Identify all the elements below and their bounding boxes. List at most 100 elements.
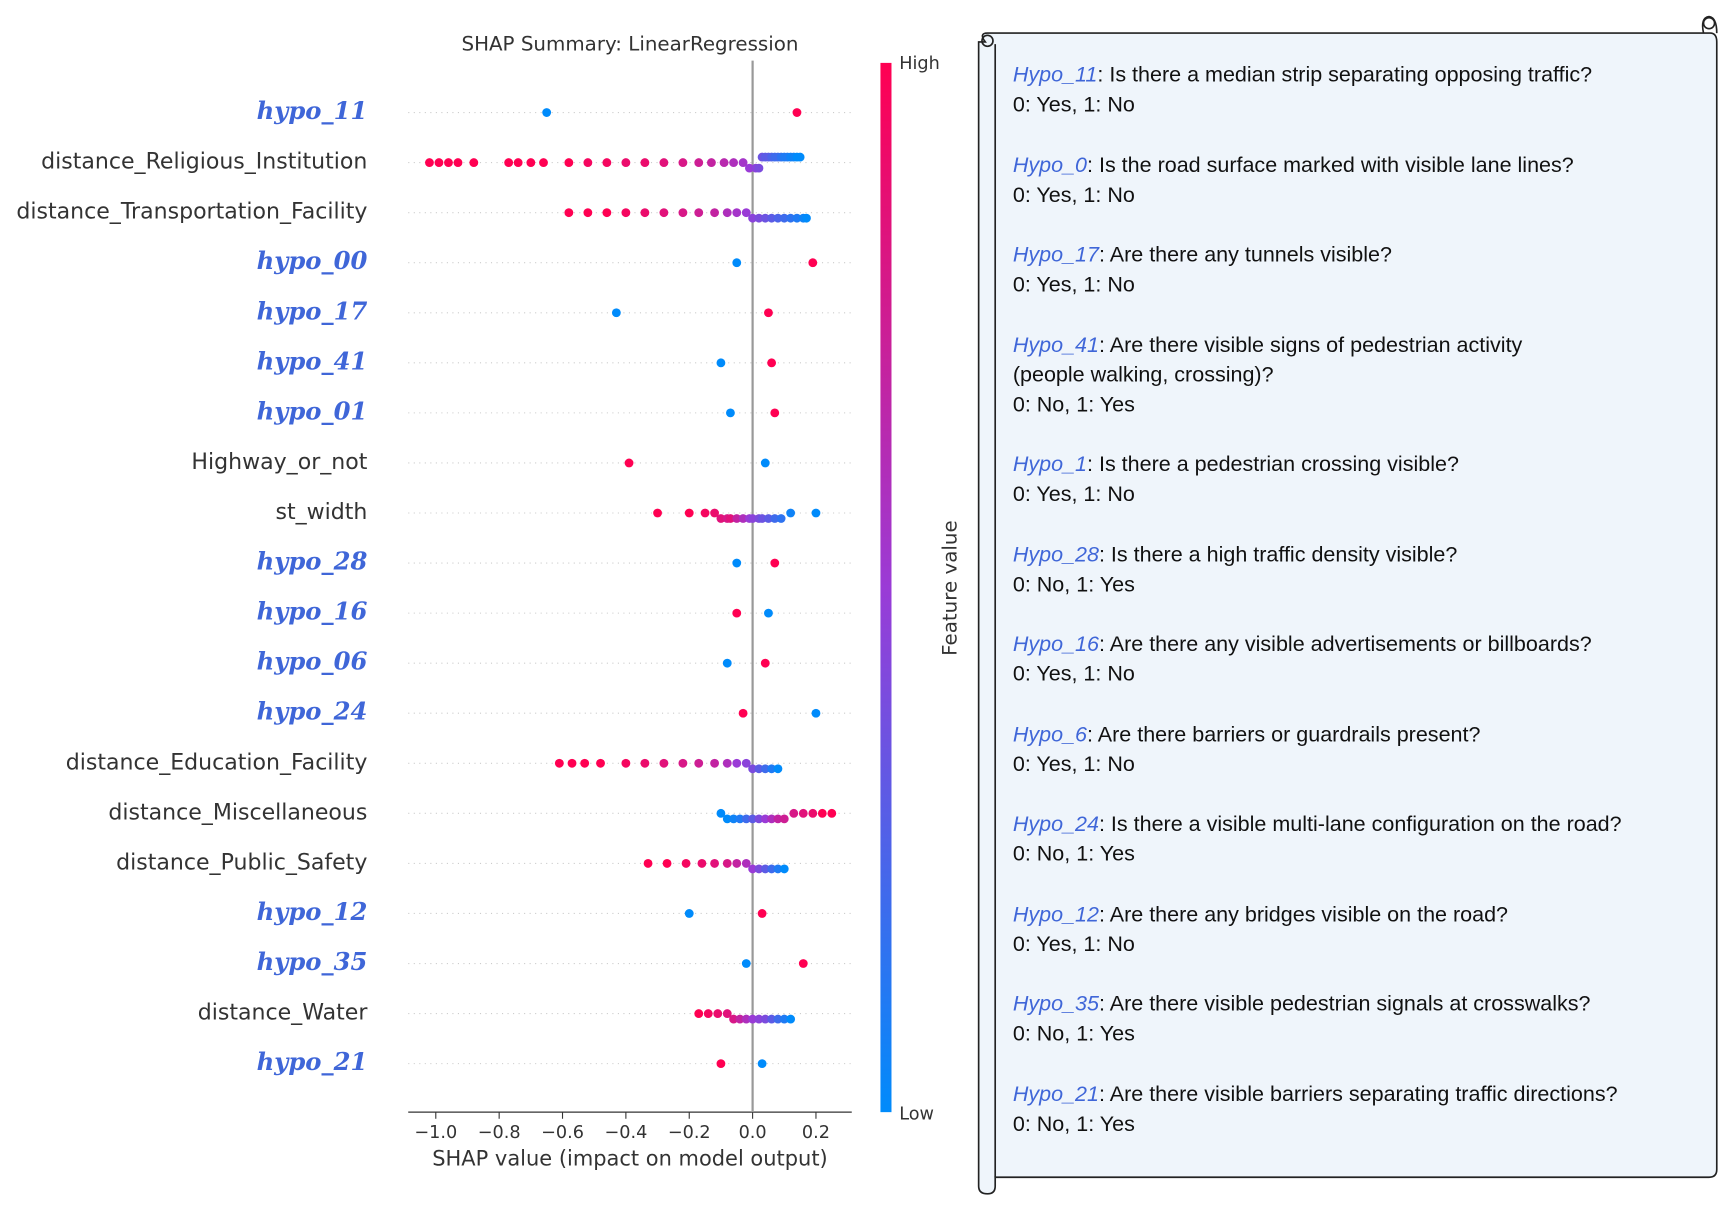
feature-label: hypo_17 (257, 296, 368, 325)
note-line: 0: No, 1: Yes (1013, 1019, 1708, 1049)
shap-point (767, 213, 777, 223)
shap-point (444, 158, 453, 168)
shap-point (526, 158, 536, 168)
shap-point (425, 158, 434, 168)
shap-point (798, 959, 808, 968)
feature-label: distance_Public_Safety (116, 850, 367, 875)
shap-point (738, 514, 748, 523)
note-line: Hypo_16: Are there any visible advertise… (1013, 630, 1708, 660)
note-line: Hypo_28: Is there a high traffic density… (1013, 540, 1708, 570)
feature-label: hypo_35 (257, 947, 368, 976)
shap-point (760, 658, 770, 668)
shap-point (719, 158, 729, 168)
note-text: 0: Yes, 1: No (1012, 751, 1135, 777)
feature-label: distance_Religious_Institution (41, 150, 367, 175)
x-tick-label: −0.2 (668, 1123, 711, 1143)
note-text: (people walking, crossing)? (1012, 362, 1274, 387)
shap-point (621, 758, 631, 768)
scroll-curl (1701, 15, 1718, 34)
shap-point (729, 814, 739, 824)
shap-point (773, 213, 783, 223)
shap-point (757, 1059, 767, 1069)
hypo-name: Hypo_16 (1012, 632, 1099, 657)
hypo-name: Hypo_28 (1012, 542, 1099, 567)
hypo-name: Hypo_21 (1012, 1081, 1099, 1107)
shap-point (684, 909, 694, 918)
note-text: : Are there any visible advertisements o… (1098, 632, 1592, 657)
shap-point (678, 758, 688, 768)
shap-point (684, 508, 694, 518)
shap-point (596, 758, 605, 768)
shap-point (779, 814, 789, 824)
shap-point (722, 758, 732, 768)
note-text: 0: Yes, 1: No (1012, 482, 1135, 507)
shap-point (732, 258, 742, 268)
shap-point (760, 864, 770, 874)
shap-point (770, 558, 780, 568)
shap-point (767, 814, 777, 824)
scroll-panel (977, 32, 1718, 1195)
shap-point (760, 814, 770, 824)
shap-point (716, 808, 726, 818)
note-line: Hypo_35: Are there visible pedestrian si… (1013, 990, 1708, 1020)
shap-point (738, 158, 748, 168)
feature-label: hypo_00 (257, 246, 368, 275)
shap-point (700, 508, 710, 518)
shap-point (748, 814, 758, 824)
shap-point (697, 858, 707, 868)
feature-label: Highway_or_not (191, 450, 367, 475)
shap-point (716, 358, 726, 368)
note-text: : Are there any tunnels visible? (1098, 242, 1392, 268)
note-line: 0: Yes, 1: No (1013, 180, 1708, 210)
shap-point (659, 208, 669, 218)
note-text: 0: No, 1: Yes (1012, 1021, 1135, 1046)
shap-point (681, 858, 691, 868)
feature-label: hypo_41 (257, 346, 368, 375)
note: Hypo_21: Are there visible barriers sepa… (1013, 1080, 1708, 1140)
shap-point (722, 814, 732, 824)
scroll-curl (981, 34, 994, 48)
shap-point (786, 508, 796, 518)
shap-point (811, 508, 821, 518)
shap-point (811, 708, 821, 718)
shap-point (795, 152, 805, 162)
feature-label: distance_Transportation_Facility (16, 200, 367, 225)
shap-point (754, 1014, 764, 1024)
feature-label: distance_Miscellaneous (108, 800, 367, 825)
note-text: : Are there visible barriers separating … (1098, 1081, 1618, 1107)
note: Hypo_1: Is there a pedestrian crossing v… (1013, 450, 1708, 510)
feature-label: distance_Water (198, 1001, 369, 1026)
colorbar-low: Low (899, 1104, 934, 1124)
shap-point (694, 208, 704, 218)
shap-point (757, 514, 767, 523)
note-line: Hypo_11: Is there a median strip separat… (1013, 61, 1708, 91)
shap-point (643, 858, 653, 868)
shap-point (760, 1014, 770, 1024)
note-text: 0: Yes, 1: No (1012, 931, 1135, 957)
feature-label: hypo_24 (257, 697, 368, 726)
shap-point (621, 158, 631, 168)
note: Hypo_16: Are there any visible advertise… (1013, 630, 1708, 690)
shap-point (703, 1009, 713, 1018)
shap-point (722, 1009, 732, 1018)
shap-point (764, 608, 773, 618)
note-line: 0: Yes, 1: No (1013, 660, 1708, 690)
colorbar (880, 62, 892, 1113)
shap-point (659, 158, 669, 168)
shap-point (754, 814, 764, 824)
shap-point (678, 208, 688, 218)
shap-point (773, 1014, 783, 1024)
shap-point (792, 108, 802, 117)
shap-point (469, 158, 479, 168)
shap-point (776, 514, 786, 523)
note-text: : Is there a pedestrian crossing visible… (1087, 452, 1459, 477)
note: Hypo_12: Are there any bridges visible o… (1013, 900, 1708, 960)
shap-point (539, 158, 548, 168)
shap-point (732, 514, 742, 523)
shap-point (745, 163, 754, 173)
feature-label: hypo_11 (257, 96, 368, 125)
hypo-name: Hypo_17 (1012, 242, 1099, 268)
shap-point (583, 158, 593, 168)
shap-point (786, 213, 796, 223)
